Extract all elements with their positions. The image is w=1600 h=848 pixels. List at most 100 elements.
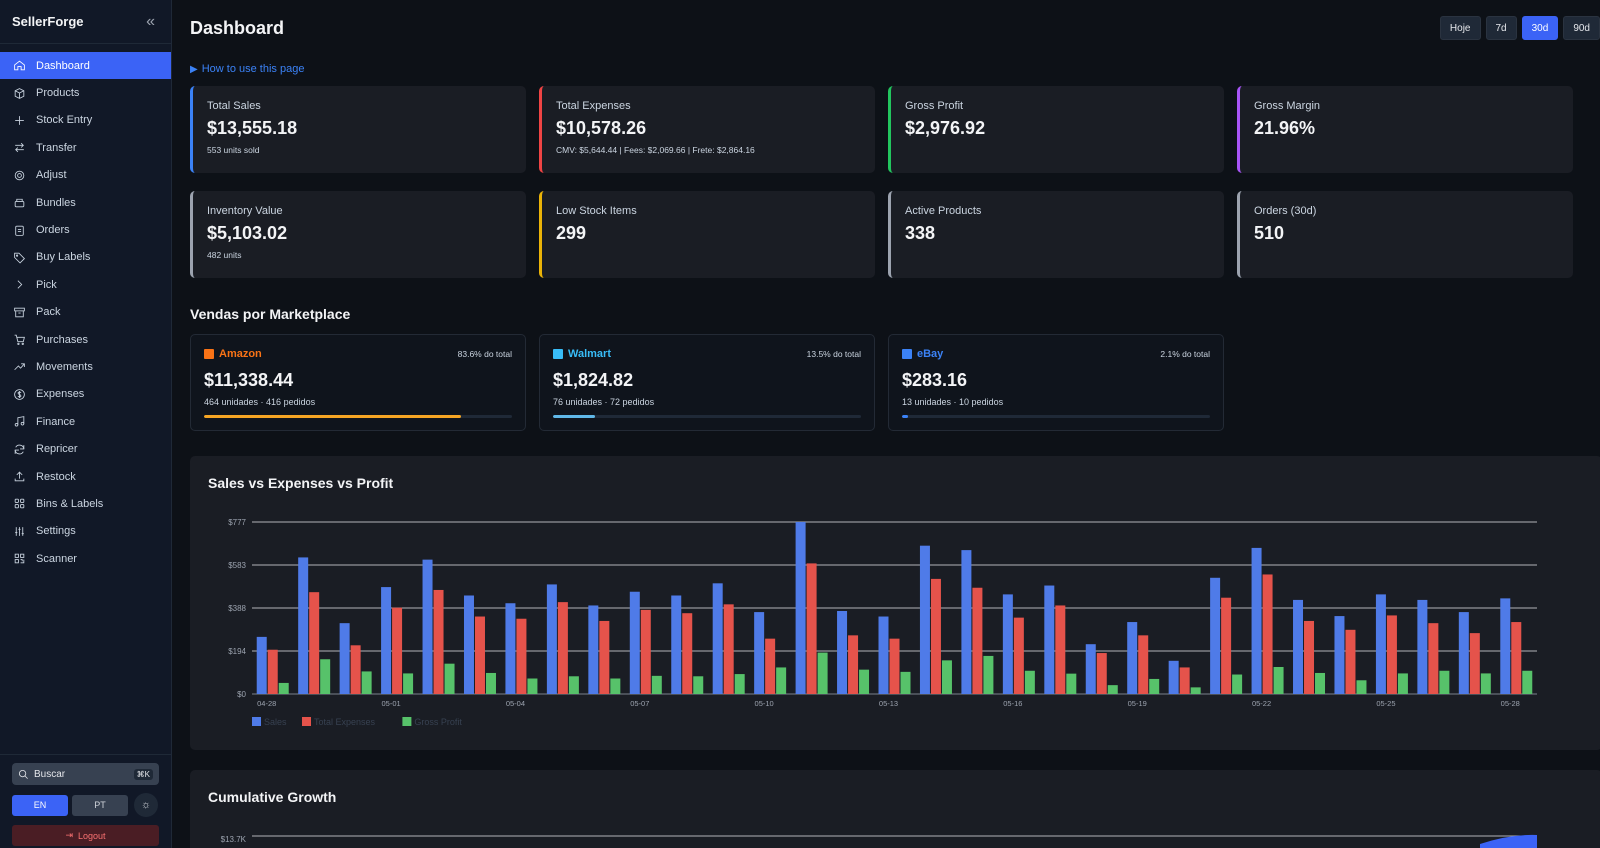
bar-sales (961, 550, 972, 694)
music-icon (12, 415, 26, 429)
bar-sales (795, 522, 806, 694)
bar-total-expenses (1221, 597, 1232, 694)
bar-gross-profit (278, 682, 289, 694)
sidebar-item-label: Expenses (36, 388, 85, 401)
sidebar-item-pack[interactable]: Pack (0, 299, 171, 326)
sidebar-item-movements[interactable]: Movements (0, 353, 171, 380)
bar-gross-profit (361, 671, 372, 694)
cumulative-title: Cumulative Growth (208, 789, 337, 805)
trend-icon (12, 360, 26, 374)
sidebar-item-transfer[interactable]: Transfer (0, 134, 171, 161)
x-tick-label: 05-28 (1501, 699, 1520, 708)
bar-gross-profit (1397, 673, 1408, 694)
bar-gross-profit (1356, 680, 1367, 694)
kpi-card-orders-30d: Orders (30d) 510 (1237, 191, 1573, 278)
sidebar-item-buy-labels[interactable]: Buy Labels (0, 244, 171, 271)
sidebar-item-label: Finance (36, 415, 76, 428)
sidebar-item-orders[interactable]: Orders (0, 216, 171, 243)
kpi-value: 338 (905, 223, 936, 243)
logout-button[interactable]: ⇥ Logout (12, 825, 159, 846)
kpi-value: $13,555.18 (207, 118, 298, 138)
range-button-hoje[interactable]: Hoje (1439, 16, 1481, 40)
range-button-30d[interactable]: 30d (1521, 16, 1559, 40)
bar-gross-profit (568, 676, 579, 694)
sidebar-item-adjust[interactable]: Adjust (0, 162, 171, 189)
cumulative-growth-card: Cumulative Growth $13.7K (190, 770, 1600, 848)
sidebar-item-stock-entry[interactable]: Stock Entry (0, 107, 171, 134)
sidebar-item-products[interactable]: Products (0, 79, 171, 106)
bar-total-expenses (557, 602, 568, 694)
lang-en-button[interactable]: EN (12, 794, 68, 816)
bar-sales (381, 587, 392, 694)
page-header: Dashboard Hoje 7d 30d 90d (190, 0, 1600, 56)
sidebar-item-finance[interactable]: Finance (0, 408, 171, 435)
sidebar-item-bins-labels[interactable]: Bins & Labels (0, 490, 171, 517)
sidebar-item-label: Stock Entry (36, 114, 93, 127)
sidebar-item-expenses[interactable]: Expenses (0, 381, 171, 408)
bar-sales (298, 557, 309, 694)
theme-toggle-icon[interactable]: ☼ (134, 793, 158, 817)
sidebar-item-settings[interactable]: Settings (0, 518, 171, 545)
sales-expenses-profit-chart: $0 $194 $388 $583 $777 04-28 05-01 05-04 05-07 05… (228, 518, 1537, 727)
sidebar-item-label: Pick (36, 278, 57, 291)
kpi-label: Total Sales (207, 100, 261, 112)
x-tick-label: 05-01 (381, 699, 400, 708)
sidebar-item-label: Dashboard (36, 59, 90, 72)
legend-label: Gross Profit (414, 717, 462, 727)
sidebar-item-pick[interactable]: Pick (0, 271, 171, 298)
y-tick-label: $194 (228, 647, 246, 656)
sidebar-item-bundles[interactable]: Bundles (0, 189, 171, 216)
tag-icon (12, 250, 26, 264)
bar-sales (1375, 594, 1386, 694)
collapse-sidebar-icon[interactable]: « (146, 12, 155, 30)
kpi-label: Active Products (905, 205, 982, 217)
bar-total-expenses (1096, 653, 1107, 694)
bar-gross-profit (693, 676, 704, 694)
clipboard-icon (12, 223, 26, 237)
bar-total-expenses (1511, 622, 1522, 694)
bar-total-expenses (1304, 620, 1315, 694)
kpi-label: Low Stock Items (556, 205, 637, 217)
how-to-link[interactable]: ▶ How to use this page (190, 58, 1600, 80)
search-box[interactable]: Buscar ⌘K (12, 763, 159, 785)
marketplace-color-swatch (204, 349, 214, 359)
sidebar-item-purchases[interactable]: Purchases (0, 326, 171, 353)
sidebar-item-dashboard[interactable]: Dashboard (0, 52, 171, 80)
kpi-card-inventory-value: Inventory Value $5,103.02 482 units (190, 191, 526, 278)
bar-total-expenses (1138, 635, 1149, 694)
sidebar-item-scanner[interactable]: Scanner (0, 545, 171, 572)
bar-total-expenses (806, 563, 817, 694)
sidebar-item-repricer[interactable]: Repricer (0, 435, 171, 462)
bar-sales (1458, 612, 1469, 694)
range-button-7d[interactable]: 7d (1485, 16, 1517, 40)
bar-gross-profit (1066, 673, 1077, 694)
marketplace-share-bar (902, 415, 1210, 418)
kpi-card-total-sales: Total Sales $13,555.18 553 units sold (190, 86, 526, 173)
bar-sales (1251, 547, 1262, 694)
x-tick-label: 05-07 (630, 699, 649, 708)
marketplace-share-fill (553, 415, 595, 418)
bar-total-expenses (1345, 629, 1356, 694)
kpi-value: $2,976.92 (905, 118, 986, 138)
legend-swatch (302, 717, 311, 726)
bar-sales (919, 545, 930, 694)
bar-sales (505, 603, 516, 694)
marketplace-header: Amazon 83.6% do total (204, 348, 512, 360)
range-button-90d[interactable]: 90d (1563, 16, 1600, 40)
bar-sales (1417, 599, 1428, 694)
bar-sales (837, 610, 848, 694)
sidebar-item-restock[interactable]: Restock (0, 463, 171, 490)
bar-gross-profit (776, 667, 787, 694)
sidebar-item-label: Restock (36, 470, 76, 483)
bar-sales (1293, 599, 1304, 694)
bar-gross-profit (734, 674, 745, 694)
box-icon (12, 86, 26, 100)
bar-gross-profit (485, 672, 496, 694)
kpi-subtext: 482 units (207, 250, 242, 260)
kpi-label: Gross Profit (905, 100, 964, 112)
search-icon (18, 769, 28, 779)
lang-pt-button[interactable]: PT (72, 794, 128, 816)
sidebar-item-label: Movements (36, 360, 93, 373)
bar-total-expenses (516, 618, 527, 694)
bar-gross-profit (1273, 666, 1284, 694)
